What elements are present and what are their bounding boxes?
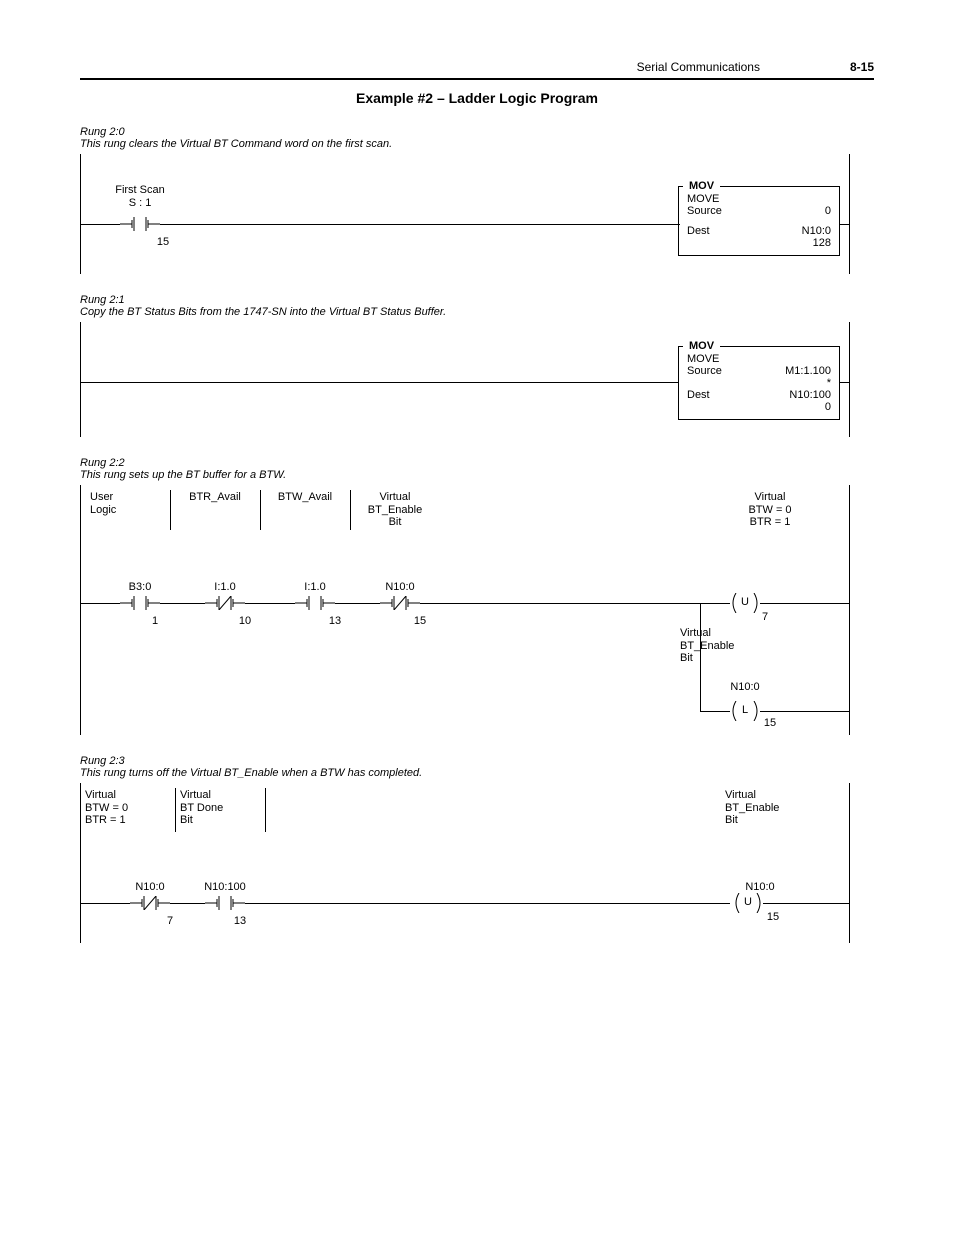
r2-o1-top: VirtualBTW = 0BTR = 1	[730, 491, 810, 529]
r2-c3-top: BTW_Avail	[265, 491, 345, 504]
mov-name: MOVE	[687, 353, 831, 365]
xio-icon	[380, 596, 420, 610]
rung0-desc: This rung clears the Virtual BT Command …	[80, 138, 392, 150]
rung1-diagram: MOV MOVE SourceM1:1.100 * DestN10:100 0	[80, 322, 850, 437]
r2-c1-addr: B3:0	[129, 581, 152, 593]
xic-icon	[120, 217, 160, 231]
otu-letter: U	[741, 596, 749, 608]
addr: N10:100	[204, 881, 246, 893]
bit: 15	[414, 615, 426, 627]
rung2-desc: This rung sets up the BT buffer for a BT…	[80, 469, 286, 481]
r3-c2-top: VirtualBT DoneBit	[180, 789, 260, 827]
r0-contact-label: First Scan S : 1	[100, 184, 180, 209]
bit: 10	[239, 615, 251, 627]
rung0-diagram: First Scan S : 1 15 MOV MOVE Source0 Des…	[80, 154, 850, 274]
bit: 15	[767, 911, 779, 923]
r2-c1-top: UserLogic	[90, 491, 150, 516]
mov-name: MOVE	[687, 193, 831, 205]
bit: 1	[152, 615, 158, 627]
rung0-num: Rung 2:0	[80, 126, 874, 138]
rung3-diagram: VirtualBTW = 0BTR = 1 VirtualBT DoneBit …	[80, 783, 850, 943]
page-header: Serial Communications 8-15	[80, 60, 874, 80]
mov-header: MOV	[683, 340, 720, 352]
xic-icon	[295, 596, 335, 610]
r2-o2-top: VirtualBT_EnableBit	[680, 627, 760, 665]
addr: N10:0	[730, 681, 759, 693]
rung3-desc: This rung turns off the Virtual BT_Enabl…	[80, 767, 422, 779]
r3-out-top: VirtualBT_EnableBit	[725, 789, 805, 827]
page-title: Example #2 – Ladder Logic Program	[80, 90, 874, 106]
rung1-caption: Rung 2:1 Copy the BT Status Bits from th…	[80, 294, 874, 318]
r0-mov-box: MOV MOVE Source0 DestN10:0 128	[678, 186, 840, 256]
rung1-desc: Copy the BT Status Bits from the 1747-SN…	[80, 306, 446, 318]
r0-contact-bit: 15	[157, 236, 169, 248]
addr: N10:0	[135, 881, 164, 893]
xio-icon	[130, 896, 170, 910]
header-section: Serial Communications	[637, 60, 760, 74]
r2-c4-addr: N10:0	[385, 581, 414, 593]
header-pageno: 8-15	[850, 60, 874, 74]
rung2-num: Rung 2:2	[80, 457, 874, 469]
r3-c1-top: VirtualBTW = 0BTR = 1	[85, 789, 165, 827]
rung2-caption: Rung 2:2 This rung sets up the BT buffer…	[80, 457, 874, 481]
otu-letter: U	[744, 896, 752, 908]
r2-c3-addr: I:1.0	[304, 581, 325, 593]
xic-icon	[120, 596, 160, 610]
addr: N10:0	[745, 881, 774, 893]
r1-mov-box: MOV MOVE SourceM1:1.100 * DestN10:100 0	[678, 346, 840, 420]
xio-icon	[205, 596, 245, 610]
r2-c2-addr: I:1.0	[214, 581, 235, 593]
rung2-diagram: UserLogic BTR_Avail BTW_Avail VirtualBT_…	[80, 485, 850, 735]
bit: 13	[329, 615, 341, 627]
bit: 13	[234, 915, 246, 927]
r2-c4-top: VirtualBT_EnableBit	[355, 491, 435, 529]
rung3-caption: Rung 2:3 This rung turns off the Virtual…	[80, 755, 874, 779]
otl-letter: L	[742, 704, 748, 716]
mov-header: MOV	[683, 180, 720, 192]
bit: 15	[764, 717, 776, 729]
xic-icon	[205, 896, 245, 910]
r2-c2-top: BTR_Avail	[175, 491, 255, 504]
bit: 7	[762, 611, 768, 623]
rung1-num: Rung 2:1	[80, 294, 874, 306]
bit: 7	[167, 915, 173, 927]
rung3-num: Rung 2:3	[80, 755, 874, 767]
rung0-caption: Rung 2:0 This rung clears the Virtual BT…	[80, 126, 874, 150]
